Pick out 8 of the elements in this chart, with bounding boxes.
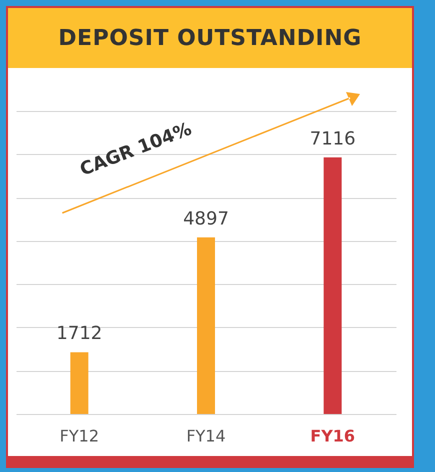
data-label: 7116 (310, 128, 356, 150)
x-tick-label: FY16 (310, 426, 356, 446)
chart-title: DEPOSIT OUTSTANDING (8, 8, 412, 68)
annotation: CAGR 104% (77, 118, 195, 180)
data-label: 4897 (183, 208, 229, 230)
x-tick-label: FY12 (60, 426, 100, 446)
data-label: 1712 (56, 323, 102, 344)
x-tick-label: FY14 (186, 426, 226, 446)
